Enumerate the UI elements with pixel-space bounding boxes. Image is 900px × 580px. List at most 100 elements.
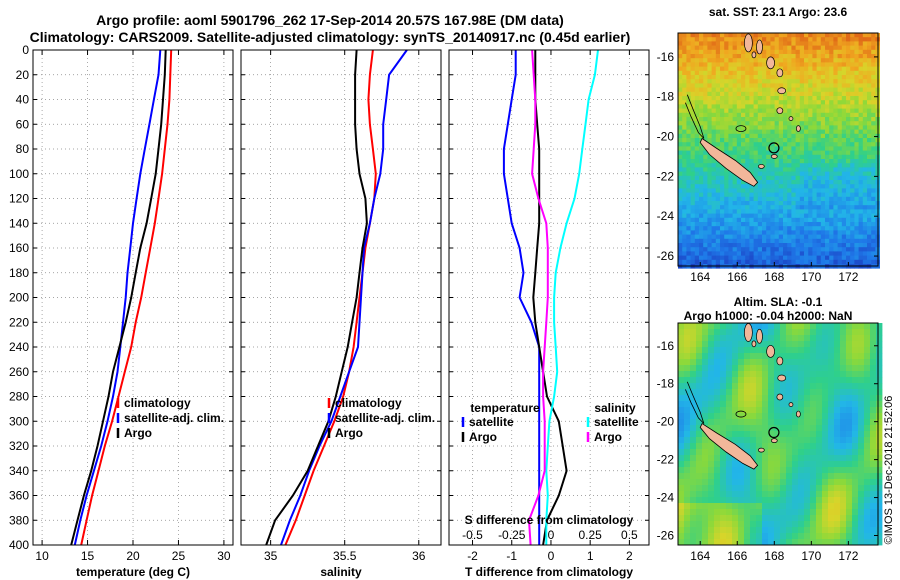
map-land — [685, 323, 801, 470]
island — [788, 402, 794, 407]
y-tick-label: -20 — [657, 415, 675, 429]
island — [776, 393, 784, 401]
island — [751, 340, 757, 348]
y-tick-label: 200 — [9, 291, 29, 305]
x-tick-label: 172 — [838, 270, 858, 284]
y-tick-label: 40 — [16, 93, 30, 107]
x-tick-label: 164 — [690, 270, 710, 284]
y-tick-label: 20 — [16, 68, 30, 82]
x-axis-label: temperature (deg C) — [76, 565, 190, 579]
series-line-climatology — [284, 49, 377, 546]
legend-entry: climatology — [335, 396, 402, 410]
island — [757, 164, 765, 169]
island — [796, 125, 801, 132]
y-tick-label: -16 — [657, 339, 675, 353]
y-tick-label: -26 — [657, 529, 675, 543]
series-line-temperature-argo — [532, 50, 568, 546]
map-frame — [677, 32, 879, 267]
legend-entry: Argo — [124, 426, 152, 440]
island — [777, 87, 787, 95]
x-tick-label: 30 — [217, 549, 231, 563]
x-tick-label: 1 — [587, 549, 594, 563]
y-tick-label: 260 — [9, 365, 29, 379]
y-tick-label: 220 — [9, 315, 29, 329]
x-tick-label: -1 — [506, 549, 517, 563]
temperature-profile-chart: 10 15 20 25 30020406080100120140160180200220… — [9, 43, 234, 579]
x-tick-label: 36 — [412, 549, 426, 563]
legend-title-salinity: salinity — [594, 401, 636, 415]
y-tick-label: 160 — [9, 241, 29, 255]
argo-position-marker — [768, 426, 780, 439]
figure-title-line-2: Climatology: CARS2009. Satellite-adjuste… — [29, 29, 631, 45]
legend-entry: satellite — [594, 415, 639, 429]
legend-entry: satellite — [469, 415, 514, 429]
salinity-profile-chart: 35 35.5 36 salinity climatologysatellite-adj… — [240, 49, 442, 579]
series-line-satellite-adj-clim- — [280, 49, 408, 546]
x-tick-label: 166 — [727, 549, 747, 563]
island — [770, 154, 778, 159]
series-line-salinity-argo — [527, 49, 549, 546]
island — [744, 33, 753, 53]
reef-outline — [735, 410, 747, 418]
x-tick-label: 170 — [801, 270, 821, 284]
x-tick-label: 25 — [172, 549, 186, 563]
island — [770, 438, 778, 443]
island — [756, 328, 763, 344]
x-tick-label: 20 — [126, 549, 140, 563]
y-tick-label: 240 — [9, 340, 29, 354]
series-line-argo — [70, 49, 167, 546]
y-tick-label: -18 — [657, 377, 675, 391]
y-tick-label: 360 — [9, 489, 29, 503]
map-frame — [677, 322, 879, 546]
x-tick-label: 2 — [626, 549, 633, 563]
island — [776, 356, 784, 366]
new-caledonia — [699, 423, 759, 470]
island — [744, 323, 753, 342]
y-tick-label: -20 — [657, 130, 675, 144]
map-land — [685, 33, 801, 187]
reef-outline — [685, 381, 705, 424]
island — [796, 410, 801, 418]
legend-entry: satellite-adj. clim. — [124, 411, 224, 425]
island — [756, 39, 763, 55]
x-axis-label: T difference from climatology — [465, 565, 633, 579]
new-caledonia — [699, 137, 759, 187]
y-tick-label: -16 — [657, 50, 675, 64]
x-tick-label: 172 — [838, 549, 858, 563]
y-tick-label: 340 — [9, 464, 29, 478]
x-axis-label: salinity — [320, 565, 362, 579]
island — [751, 51, 757, 59]
map-title: Altim. SLA: -0.1 — [734, 295, 823, 309]
series-line-argo — [265, 49, 368, 546]
map-title: sat. SST: 23.1 Argo: 23.6 — [709, 5, 848, 19]
y-tick-label: -18 — [657, 90, 675, 104]
y-tick-label: -24 — [657, 491, 675, 505]
series-line-salinity-satellite — [545, 49, 599, 545]
s-tick-label: -0.5 — [462, 528, 483, 542]
island — [788, 116, 794, 121]
legend-entry: satellite-adj. clim. — [335, 411, 435, 425]
s-tick-label: 0 — [548, 528, 555, 542]
x-tick-label: -2 — [467, 549, 478, 563]
series-line-climatology — [80, 49, 173, 546]
y-tick-label: 140 — [9, 216, 29, 230]
legend-entry: Argo — [469, 430, 497, 444]
y-tick-label: -26 — [657, 249, 675, 263]
legend-entry: Argo — [594, 430, 622, 444]
reef-outline — [735, 125, 747, 132]
series-line-temperature-satellite — [502, 50, 541, 545]
x-tick-label: 166 — [727, 270, 747, 284]
y-tick-label: 0 — [22, 43, 29, 57]
x-tick-label: 35 — [264, 549, 278, 563]
s-tick-label: -0.25 — [498, 528, 526, 542]
y-tick-label: 300 — [9, 414, 29, 428]
y-tick-label: 380 — [9, 513, 29, 527]
y-tick-label: 180 — [9, 266, 29, 280]
s-tick-label: 0.5 — [621, 528, 638, 542]
island — [757, 447, 765, 453]
island — [777, 374, 787, 382]
x-tick-label: 10 — [35, 549, 49, 563]
y-tick-label: 60 — [16, 117, 30, 131]
